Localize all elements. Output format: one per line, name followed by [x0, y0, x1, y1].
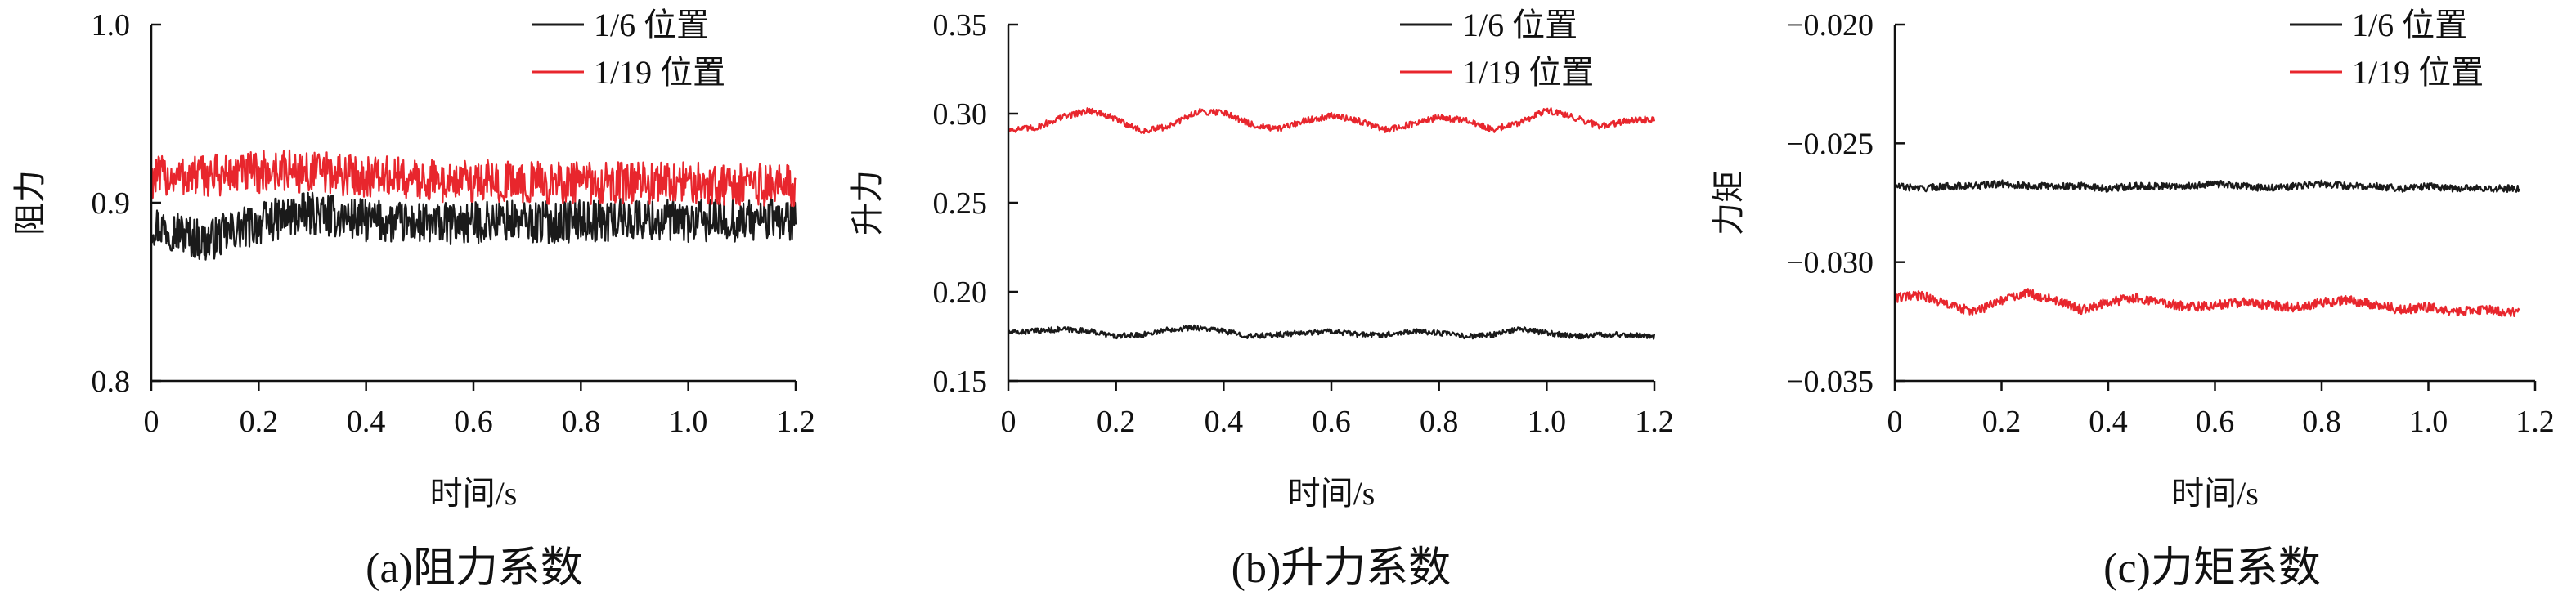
- series-line-1: [1007, 324, 1656, 340]
- x-tick-label: 1.0: [2409, 405, 2448, 439]
- y-tick-label: −0.020: [1786, 8, 1874, 43]
- x-tick-label: 0.6: [2196, 405, 2235, 439]
- x-tick-label: 0.8: [1420, 405, 1459, 439]
- x-tick-label: 1.0: [1528, 405, 1567, 439]
- y-tick-label: 0.30: [933, 97, 988, 132]
- y-tick-label: −0.035: [1786, 365, 1874, 399]
- y-tick-label: −0.030: [1786, 246, 1874, 280]
- x-tick-label: 1.2: [1635, 405, 1674, 439]
- legend-label-2: 1/19 位置: [2352, 54, 2484, 91]
- y-axis-title: 升力: [849, 170, 886, 235]
- x-axis-title: 时间/s: [1288, 475, 1376, 512]
- x-tick-label: 1.0: [669, 405, 708, 439]
- y-tick-label: 1.0: [92, 8, 131, 43]
- x-tick-label: 0.4: [2089, 405, 2128, 439]
- series-line-2: [1008, 107, 1656, 134]
- x-tick-label: 0: [1887, 405, 1903, 439]
- y-tick-label: 0.35: [933, 8, 988, 43]
- y-tick-label: 0.25: [933, 186, 988, 221]
- y-tick-label: −0.025: [1786, 127, 1874, 161]
- y-tick-label: 0.20: [933, 275, 988, 310]
- y-axis-title: 阻力: [11, 170, 48, 235]
- x-tick-label: 0: [144, 405, 159, 439]
- legend-label-2: 1/19 位置: [1462, 54, 1594, 91]
- x-tick-label: 0.4: [347, 405, 386, 439]
- x-tick-label: 0.2: [240, 405, 279, 439]
- x-tick-label: 1.2: [776, 405, 815, 439]
- panel-caption: (b)升力系数: [1232, 545, 1452, 592]
- series-line-2: [150, 149, 797, 208]
- x-tick-label: 0.4: [1205, 405, 1244, 439]
- y-tick-label: 0.8: [92, 365, 131, 399]
- x-tick-label: 0.8: [562, 405, 601, 439]
- x-axis-title: 时间/s: [2171, 475, 2259, 512]
- x-tick-label: 0.8: [2302, 405, 2341, 439]
- x-tick-label: 0.6: [454, 405, 493, 439]
- panel-caption: (a)阻力系数: [366, 545, 583, 592]
- y-tick-label: 0.9: [92, 186, 131, 221]
- x-tick-label: 0.6: [1312, 405, 1351, 439]
- chart-panel-1: 0 0.2 0.4 0.6 0.8 1.0 1.2 0.8 0.9 1.0 时间/s 阻力 1/6 位置…: [11, 7, 815, 592]
- panel-caption: (c)力矩系数: [2103, 545, 2321, 592]
- x-tick-label: 0.2: [1982, 405, 2022, 439]
- x-tick-label: 0: [1001, 405, 1016, 439]
- y-axis-title: 力矩: [1710, 170, 1747, 235]
- y-tick-label: 0.15: [933, 365, 988, 399]
- legend-label-2: 1/19 位置: [594, 54, 725, 91]
- series-line-2: [1894, 288, 2520, 317]
- legend-label-1: 1/6 位置: [594, 7, 709, 43]
- x-tick-label: 1.2: [2515, 405, 2555, 439]
- series-line-1: [150, 191, 797, 261]
- series-line-1: [1893, 179, 2520, 193]
- legend-label-1: 1/6 位置: [2352, 7, 2467, 43]
- chart-panel-3: 0 0.2 0.4 0.6 0.8 1.0 1.2 −0.035 −0.030 −0.025 −0.…: [1710, 7, 2555, 592]
- x-axis-title: 时间/s: [430, 475, 518, 512]
- x-tick-label: 0.2: [1097, 405, 1136, 439]
- legend-label-1: 1/6 位置: [1462, 7, 1577, 43]
- chart-panel-2: 0 0.2 0.4 0.6 0.8 1.0 1.2 0.15 0.20 0.25 0.30 0.35 时…: [849, 7, 1674, 592]
